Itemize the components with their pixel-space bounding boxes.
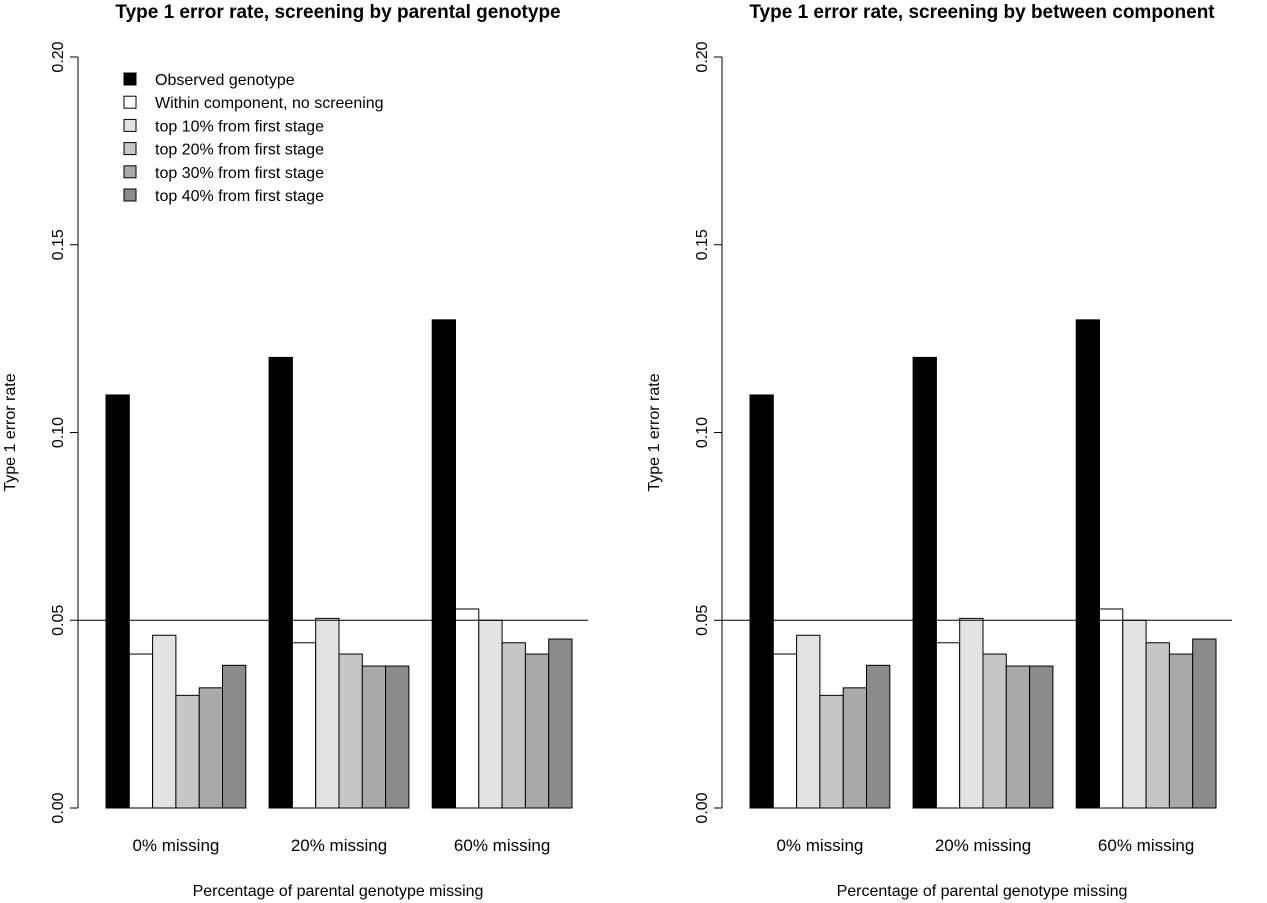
legend-label: top 30% from first stage	[155, 165, 324, 182]
legend-swatch	[123, 95, 137, 109]
y-tick-label: 0.00	[694, 792, 711, 823]
bar	[548, 638, 573, 809]
y-tick-label: 0.10	[694, 417, 711, 448]
bar	[105, 394, 130, 809]
y-tick-label: 0.15	[694, 229, 711, 260]
bar	[1145, 642, 1170, 809]
bar	[1029, 665, 1054, 809]
legend-swatch	[123, 72, 137, 86]
y-axis-label: Type 1 error rate	[646, 373, 663, 491]
bar	[1168, 653, 1194, 809]
bar	[222, 664, 247, 809]
bar	[1192, 638, 1217, 809]
y-tick-label: 0.20	[50, 41, 67, 72]
bar	[819, 694, 844, 809]
chart-panel-2: Type 1 error rate, screening by between …	[646, 2, 1232, 900]
bar	[152, 634, 177, 809]
chart-title: Type 1 error rate, screening by between …	[749, 2, 1215, 23]
bar	[315, 617, 340, 809]
y-tick-label: 0.10	[50, 417, 67, 448]
bar	[749, 394, 774, 809]
legend-label: Within component, no screening	[155, 95, 384, 112]
bar	[982, 653, 1007, 809]
bar	[198, 687, 223, 809]
bar	[524, 653, 550, 809]
bar	[385, 665, 410, 809]
bar	[478, 619, 503, 809]
x-category-label: 20% missing	[291, 836, 387, 855]
x-category-label: 20% missing	[935, 836, 1031, 855]
x-axis-label: Percentage of parental genotype missing	[193, 883, 484, 900]
bar	[1099, 608, 1124, 809]
y-tick-label: 0.15	[50, 229, 67, 260]
bar	[842, 687, 868, 809]
y-tick-label: 0.20	[694, 41, 711, 72]
chart-title: Type 1 error rate, screening by parental…	[115, 2, 560, 23]
bar	[175, 694, 200, 809]
bar	[431, 319, 457, 809]
bar	[866, 664, 891, 809]
bar	[772, 653, 798, 809]
x-category-label: 60% missing	[1098, 836, 1194, 855]
y-axis-label: Type 1 error rate	[2, 373, 19, 491]
bar	[128, 653, 154, 809]
legend: Observed genotype Within component, no sc…	[123, 72, 384, 205]
y-tick-label: 0.05	[694, 605, 711, 636]
bar	[935, 642, 961, 809]
legend-label: top 10% from first stage	[155, 118, 324, 135]
legend-swatch	[123, 142, 137, 156]
legend-label: top 20% from first stage	[155, 142, 324, 159]
bar	[361, 665, 387, 809]
y-tick-label: 0.05	[50, 605, 67, 636]
bar	[1122, 619, 1147, 809]
bar	[501, 642, 526, 809]
x-category-label: 60% missing	[454, 836, 550, 855]
bar	[1005, 665, 1031, 809]
bar	[268, 356, 293, 809]
y-tick-label: 0.00	[50, 792, 67, 823]
chart-panel-1: Type 1 error rate, screening by parental…	[2, 2, 588, 900]
legend-swatch	[123, 118, 137, 132]
bar	[912, 356, 937, 809]
legend-swatch	[123, 165, 137, 179]
legend-label: top 40% from first stage	[155, 188, 324, 205]
x-axis-label: Percentage of parental genotype missing	[837, 883, 1128, 900]
bar	[338, 653, 363, 809]
bar	[455, 608, 480, 809]
legend-swatch	[123, 188, 137, 202]
legend-label: Observed genotype	[155, 72, 295, 89]
x-category-label: 0% missing	[132, 836, 219, 855]
bar	[1075, 319, 1100, 809]
x-category-label: 0% missing	[776, 836, 863, 855]
bar	[796, 634, 821, 809]
bar	[959, 617, 984, 809]
bar	[291, 642, 317, 809]
